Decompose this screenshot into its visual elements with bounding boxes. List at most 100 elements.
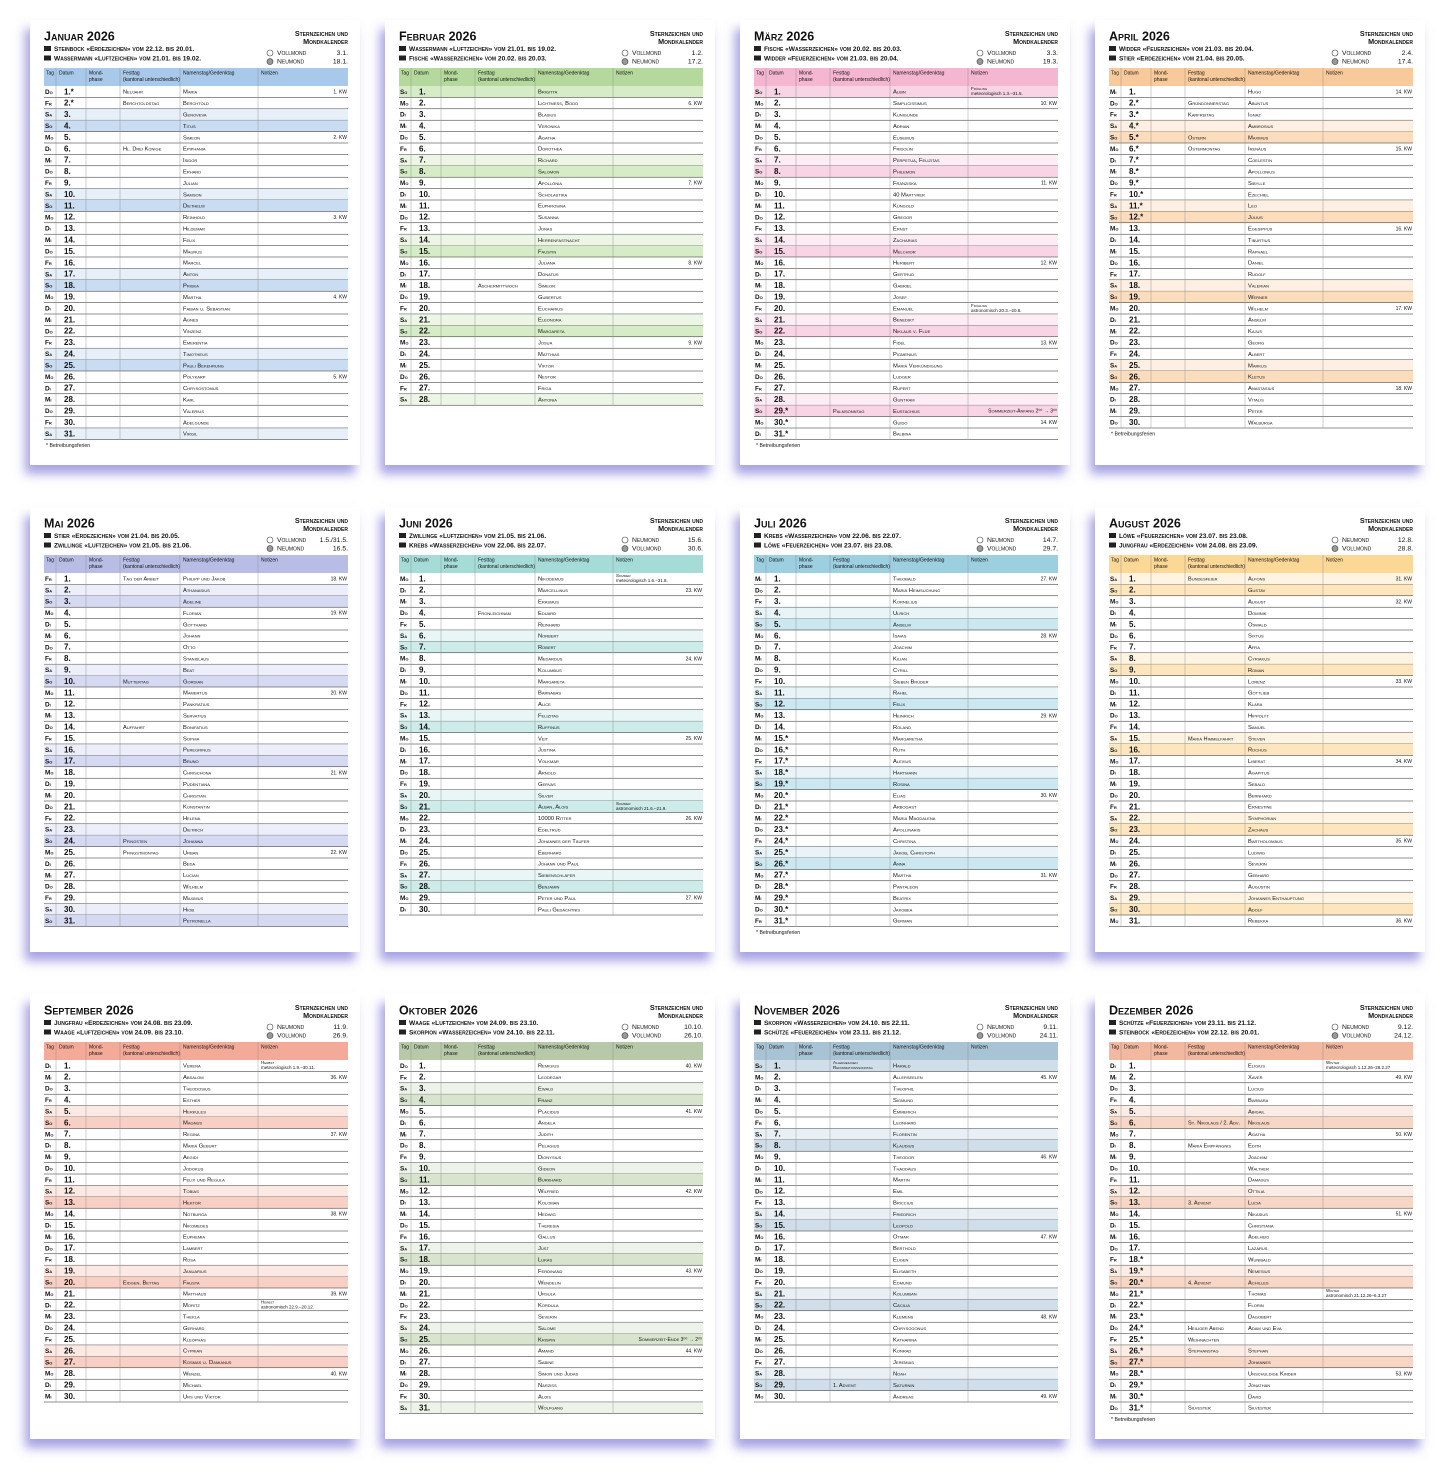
name-day: Hugo xyxy=(1248,90,1261,96)
weekday: Do xyxy=(400,690,408,697)
name-day: Gideon xyxy=(538,1166,555,1172)
weekday: Do xyxy=(1110,713,1118,720)
weekday: Mi xyxy=(400,1211,406,1218)
name-day: Brigitta xyxy=(538,90,558,96)
name-day: Emmerich xyxy=(893,1109,916,1115)
saturday-shade xyxy=(399,154,703,166)
date: 26. xyxy=(419,859,430,868)
date: 5. xyxy=(419,1107,426,1116)
note: 32. KW xyxy=(1396,599,1413,605)
name-day: Guntram xyxy=(893,398,915,404)
name-day: Pantaleon xyxy=(893,885,918,891)
date: 4. xyxy=(64,1096,71,1105)
name-day: Ludger xyxy=(893,375,911,381)
weekday: Mi xyxy=(1110,408,1116,415)
header-label: phase xyxy=(799,77,813,83)
weekday: Fr xyxy=(1110,1257,1117,1264)
date: 12. xyxy=(774,700,785,709)
sign-line: Schütze «Feuerzeichen» vom 23.11. bis 21… xyxy=(1119,1020,1256,1027)
note: 18. KW xyxy=(331,577,348,583)
note: 50. KW xyxy=(1396,1132,1413,1138)
date: 21. xyxy=(419,315,430,324)
weekday: Fr xyxy=(755,838,762,845)
date: 16. xyxy=(774,258,785,267)
weekday: Mi xyxy=(400,758,406,765)
weekday: Fr xyxy=(755,305,762,312)
moon-icon xyxy=(976,58,984,65)
weekday: Do xyxy=(755,134,763,141)
side-title: Mondkalender xyxy=(1013,1011,1058,1020)
header-label: Festtag xyxy=(1188,70,1205,76)
name-day: Gregor xyxy=(893,215,912,221)
date: 6.* xyxy=(1129,144,1140,153)
weekday: Do xyxy=(400,849,408,856)
name-day: Kolumbus xyxy=(538,668,562,674)
name-day: Narziss xyxy=(538,1383,557,1389)
sign-line: Fische «Wasserzeichen» vom 20.02. bis 20… xyxy=(409,55,547,62)
date: 12. xyxy=(64,700,75,709)
date: 8. xyxy=(1129,654,1136,663)
sunday-shade xyxy=(44,279,348,292)
sunday-shade xyxy=(399,245,703,257)
weekday: Do xyxy=(45,884,53,891)
moon-name: Vollmond xyxy=(987,1032,1017,1039)
date: 24. xyxy=(64,350,75,359)
date: 11. xyxy=(774,201,785,210)
date: 21. xyxy=(64,315,75,324)
weekday: Mi xyxy=(1110,781,1116,788)
side-title: Mondkalender xyxy=(1368,524,1413,533)
header-label: (kantonal unterschiedlich) xyxy=(1188,1051,1245,1057)
date: 27. xyxy=(419,1358,430,1367)
name-day: Kordula xyxy=(538,1303,559,1309)
name-day: Mariä Heimsuchung xyxy=(893,588,940,594)
weekday: Mi xyxy=(400,1371,406,1378)
name-day: Ignaz xyxy=(1248,113,1261,119)
holiday: 4. Advent xyxy=(1188,1280,1212,1286)
name-day: Samson xyxy=(183,192,202,198)
date: 3. xyxy=(64,110,71,119)
date: 27. xyxy=(1129,384,1140,393)
date: 2. xyxy=(64,586,71,595)
season-note: Frühling xyxy=(971,303,988,308)
season-note: astronomisch 21.12.26–6.3.27 xyxy=(1326,1293,1387,1298)
date: 5. xyxy=(64,1107,71,1116)
date: 14. xyxy=(419,723,430,732)
date: 17. xyxy=(1129,270,1140,279)
date: 15. xyxy=(64,247,75,256)
date: 22. xyxy=(419,327,430,336)
date: 28. xyxy=(1129,882,1140,891)
date: 17. xyxy=(64,1244,75,1253)
weekday: Sa xyxy=(45,906,52,913)
weekday: Mo xyxy=(1110,758,1118,765)
holiday: Ostern xyxy=(1188,135,1206,141)
page-svg: September 2026 Sternzeichen undMondkalend… xyxy=(44,1003,348,1403)
header-label: Tag xyxy=(401,70,409,76)
month-title: Januar 2026 xyxy=(44,29,115,43)
month-title: April 2026 xyxy=(1109,29,1170,43)
name-day: Johannes der Täufer xyxy=(538,839,589,845)
date: 25. xyxy=(419,1335,430,1344)
weekday: Fr xyxy=(400,226,407,233)
date: 16. xyxy=(1129,745,1140,754)
name-day: Achilles xyxy=(1248,1280,1269,1286)
name-day: Theodosius xyxy=(183,1087,211,1093)
moon-icon xyxy=(976,536,984,544)
holiday: Eidgen. Bettag xyxy=(123,1280,159,1286)
sign-line: Zwillinge «Luftzeichen» vom 21.05. bis 2… xyxy=(54,542,191,549)
date: 5.* xyxy=(1129,133,1140,142)
weekday: Mi xyxy=(45,872,51,879)
weekday: So xyxy=(45,123,52,130)
weekday: Sa xyxy=(45,191,52,198)
weekday: Mi xyxy=(45,157,51,164)
name-day: Emerentia xyxy=(183,341,208,347)
footnote: * Betreibungsferien xyxy=(756,930,800,936)
date: 21. xyxy=(64,802,75,811)
month-page: September 2026 Sternzeichen und Mondkalend… xyxy=(30,994,360,1439)
name-day: Antonia xyxy=(538,398,557,404)
name-day: Siebenschläfer xyxy=(538,873,575,879)
weekday: Sa xyxy=(400,1086,407,1093)
side-title: Mondkalender xyxy=(1013,524,1058,533)
name-day: Arbogast xyxy=(893,805,917,811)
moon-icon xyxy=(621,58,629,65)
name-day: Burkhard xyxy=(538,1178,562,1184)
